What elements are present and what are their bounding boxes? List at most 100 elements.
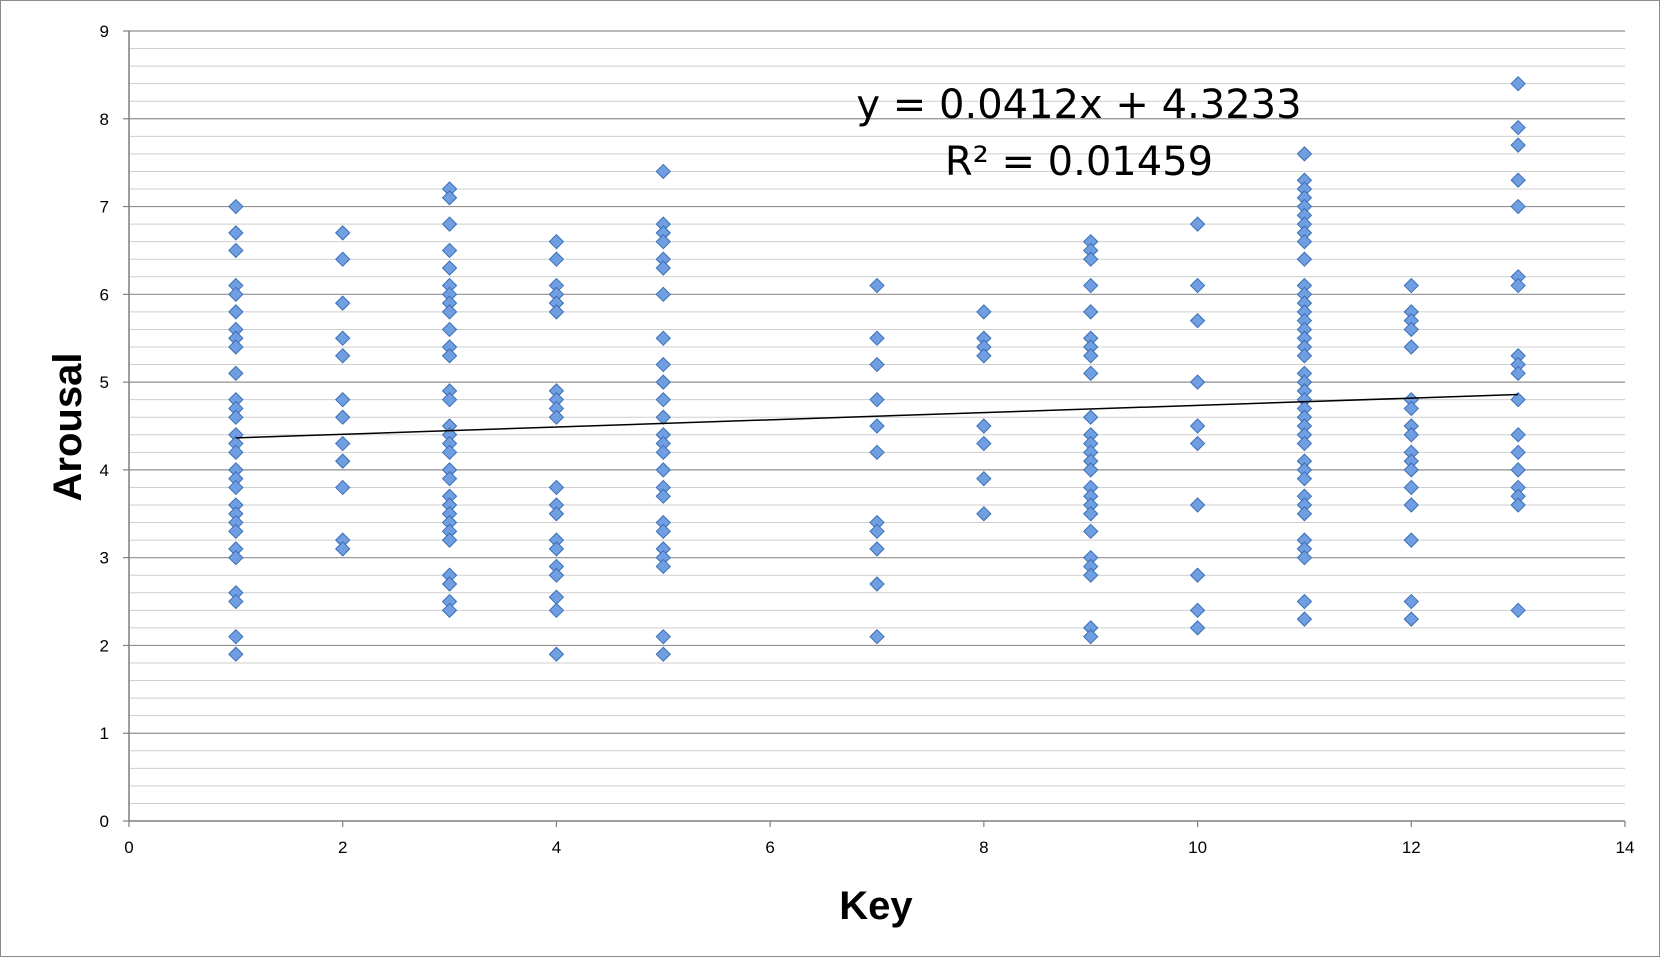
data-point [228,593,244,610]
data-point [976,304,992,320]
data-point [335,409,351,425]
data-points [228,75,1526,662]
data-point [335,348,351,364]
data-point [548,409,565,425]
x-tick-label: 4 [552,838,561,857]
data-point [1296,549,1313,566]
data-point [228,304,244,320]
data-point [1510,497,1526,513]
data-point [1403,593,1419,610]
y-tick-label: 6 [100,285,109,304]
data-point [1083,462,1099,478]
data-point [1083,409,1099,425]
data-point [441,532,458,548]
data-point [228,523,244,540]
data-point [976,348,992,364]
data-point [869,418,885,434]
data-point [1189,620,1206,636]
data-point [655,523,671,540]
data-point [1083,567,1099,583]
data-point [441,242,458,259]
data-point [335,330,351,346]
y-tick-label: 1 [100,724,109,743]
y-tick-label: 0 [100,812,109,831]
data-point [228,225,244,241]
data-point [1403,339,1419,355]
data-point [1510,198,1526,215]
data-point [1083,348,1099,364]
data-point [655,646,671,662]
data-point [441,216,458,232]
data-point [869,576,885,592]
data-point [869,523,885,540]
data-point [1296,470,1313,487]
x-tick-label: 12 [1402,838,1421,857]
x-tick-label: 10 [1188,838,1207,857]
major-gridlines [129,30,1625,734]
data-point [548,479,565,496]
data-point [228,549,244,566]
data-point [869,330,885,346]
data-point [228,339,244,355]
data-point [655,163,671,180]
y-tick-label: 7 [100,198,109,217]
data-point [1189,374,1206,390]
y-tick-label: 5 [100,373,109,392]
data-point [869,391,885,408]
data-point [976,435,992,452]
data-point [1189,602,1206,619]
data-point [1296,233,1313,250]
data-point [1189,312,1206,329]
data-point [1083,251,1099,267]
data-point [1083,277,1099,294]
data-point [335,479,351,496]
x-tick-label: 6 [765,838,774,857]
x-tick-label: 0 [124,838,133,857]
data-point [1403,479,1419,496]
data-point [1510,75,1526,92]
data-point [655,260,671,276]
data-point [1510,391,1526,408]
data-point [335,225,351,241]
data-point [1083,304,1099,320]
data-point [1510,462,1526,478]
data-point [869,277,885,294]
data-point [1510,427,1526,443]
data-point [976,470,992,487]
data-point [1510,119,1526,136]
data-point [441,602,458,619]
data-point [548,646,565,662]
data-point [1403,532,1419,548]
data-point [1510,602,1526,619]
data-point [1403,400,1419,417]
data-point [548,251,565,267]
x-tick-label: 14 [1616,838,1635,857]
data-point [1510,172,1526,188]
y-tick-label: 8 [100,110,109,129]
axes [123,30,1626,827]
data-point [228,286,244,303]
x-tick-label: 2 [338,838,347,857]
data-point [655,409,671,425]
data-point [1083,365,1099,382]
data-point [335,435,351,452]
y-tick-labels: 0 1 2 3 4 5 6 7 8 9 [100,22,109,831]
data-point [228,646,244,662]
y-tick-label: 4 [100,461,109,480]
data-point [869,628,885,645]
data-point [548,602,565,619]
data-point [1083,506,1099,522]
data-point [335,453,351,469]
data-point [548,567,565,583]
trendline [235,393,1519,439]
y-axis-title: Arousal [46,353,90,502]
data-point [655,233,671,250]
data-point [548,304,565,320]
data-point [655,391,671,408]
data-point [228,365,244,382]
data-point [335,391,351,408]
data-point [1403,497,1419,513]
data-point [1189,277,1206,294]
data-point [441,470,458,487]
